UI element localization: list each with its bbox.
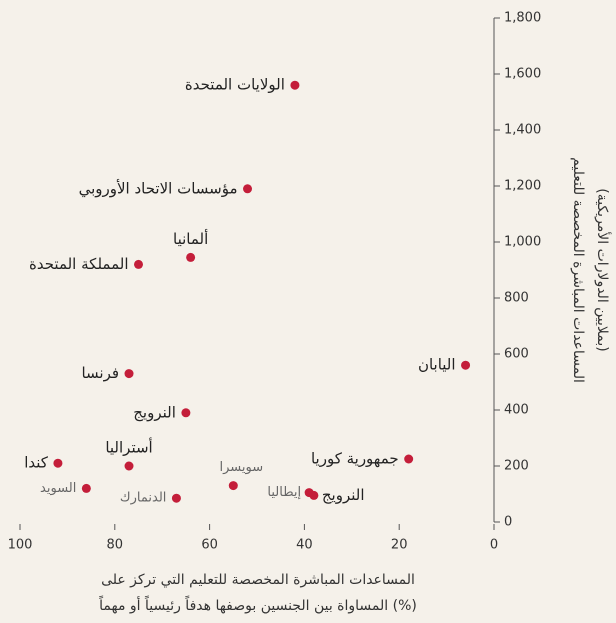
y-tick-label: 1,400 (504, 123, 541, 138)
point (124, 461, 134, 471)
point-label: ألمانيا (173, 229, 208, 248)
point-label: الدنمارك (120, 491, 166, 506)
point (81, 483, 91, 493)
point-label: سويسرا (219, 460, 263, 475)
x-tick-label: 0 (490, 538, 498, 553)
y-tick-label: 1,200 (504, 179, 541, 194)
y-tick-label: 600 (504, 347, 529, 362)
point (228, 481, 238, 491)
point-label: النرويج (322, 486, 365, 504)
y-tick-label: 400 (504, 403, 529, 418)
x-tick-label: 20 (391, 538, 408, 553)
y-tick-label: 1,000 (504, 235, 541, 250)
point-label: إيطاليا (267, 485, 301, 500)
point-label: جمهورية كوريا (311, 450, 399, 468)
point (186, 252, 196, 262)
point (404, 454, 414, 464)
point (461, 360, 471, 370)
y-tick-label: 200 (504, 459, 529, 474)
point (124, 369, 134, 379)
y-tick-label: 1,600 (504, 67, 541, 82)
x-tick-label: 80 (107, 538, 124, 553)
y-tick-label: 0 (504, 515, 512, 530)
y-tick-label: 1,800 (504, 11, 541, 26)
point-label: فرنسا (81, 364, 119, 382)
point-label: الولايات المتحدة (185, 76, 285, 94)
point-label: النرويج (133, 403, 176, 421)
x-tick-label: 100 (8, 538, 33, 553)
point (290, 80, 300, 90)
x-tick-label: 60 (201, 538, 218, 553)
y-tick-label: 800 (504, 291, 529, 306)
point-label: اليابان (418, 356, 456, 374)
point (309, 490, 319, 500)
x-axis-title: المساعدات المباشرة المخصصة للتعليم التي … (101, 572, 415, 588)
x-axis-title: المساواة بين الجنسين بوصفها هدفاً رئيسيا… (99, 595, 417, 614)
point-label: كندا (24, 454, 49, 472)
point (53, 458, 63, 468)
y-axis-title: (بملايين الدولارات الأمريكية) (594, 188, 612, 352)
x-tick-label: 40 (296, 538, 313, 553)
point-label: مؤسسات الاتحاد الأوروبي (79, 178, 238, 198)
point (181, 408, 191, 418)
point-label: السويد (40, 481, 76, 496)
point-label: أستراليا (105, 438, 152, 457)
point (243, 184, 253, 194)
point-label: المملكة المتحدة (29, 255, 129, 273)
y-axis-title: المساعدات المباشرة المخصصة للتعليم (570, 157, 586, 383)
point (134, 259, 143, 269)
point (171, 493, 181, 503)
